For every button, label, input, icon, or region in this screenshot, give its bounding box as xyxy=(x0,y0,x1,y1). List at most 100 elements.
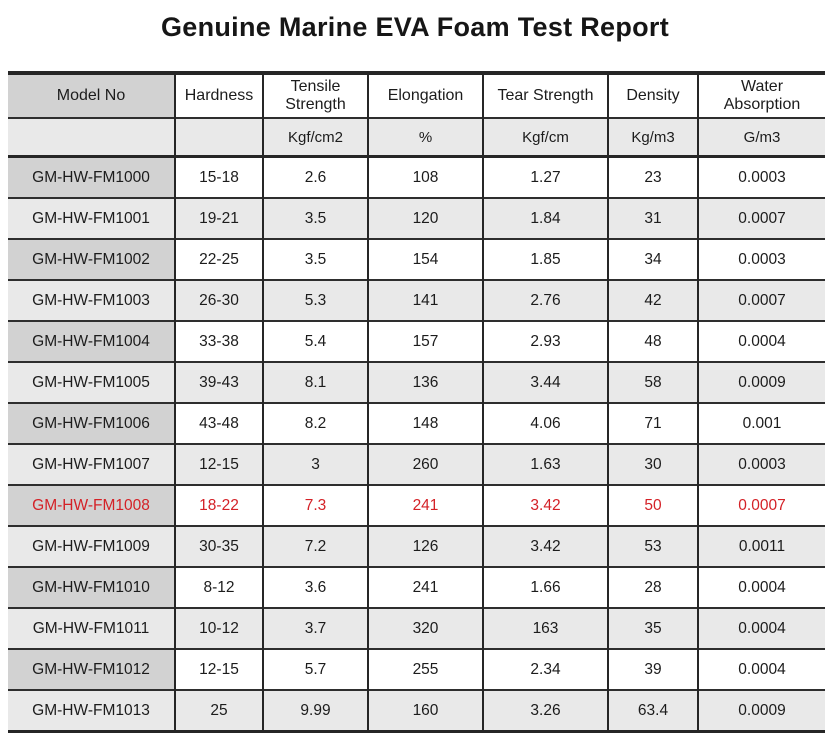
value-cell: 0.0003 xyxy=(697,156,825,199)
value-cell: 0.001 xyxy=(697,403,825,445)
value-cell: 0.0009 xyxy=(697,362,825,404)
table-row: GM-HW-FM1000 15-18 2.6 108 1.27 23 0.0003 xyxy=(8,156,825,199)
value-cell: 39-43 xyxy=(174,362,263,404)
value-cell: 1.85 xyxy=(482,239,608,281)
column-header-elongation: Elongation xyxy=(367,73,483,119)
unit-cell-hardness xyxy=(174,117,263,157)
model-cell: GM-HW-FM1004 xyxy=(8,321,175,363)
value-cell: 8.2 xyxy=(262,403,368,445)
value-cell: 120 xyxy=(367,198,483,240)
header-row: Model No Hardness Tensile Strength Elong… xyxy=(8,73,825,119)
model-cell: GM-HW-FM1008 xyxy=(8,485,175,527)
value-cell: 5.7 xyxy=(262,649,368,691)
value-cell: 7.2 xyxy=(262,526,368,568)
value-cell: 1.66 xyxy=(482,567,608,609)
value-cell: 3 xyxy=(262,444,368,486)
table-row: GM-HW-FM1010 8-12 3.6 241 1.66 28 0.0004 xyxy=(8,567,825,609)
value-cell: 3.5 xyxy=(262,198,368,240)
value-cell: 0.0007 xyxy=(697,280,825,322)
table-row: GM-HW-FM1012 12-15 5.7 255 2.34 39 0.0004 xyxy=(8,649,825,691)
value-cell: 18-22 xyxy=(174,485,263,527)
value-cell: 160 xyxy=(367,690,483,732)
column-header-water-absorption: Water Absorption xyxy=(697,73,825,119)
value-cell: 108 xyxy=(367,156,483,199)
value-cell: 3.5 xyxy=(262,239,368,281)
value-cell: 3.6 xyxy=(262,567,368,609)
value-cell: 3.44 xyxy=(482,362,608,404)
value-cell: 136 xyxy=(367,362,483,404)
value-cell: 12-15 xyxy=(174,444,263,486)
unit-cell-water-absorption: G/m3 xyxy=(697,117,825,157)
table-row: GM-HW-FM1007 12-15 3 260 1.63 30 0.0003 xyxy=(8,444,825,486)
value-cell: 15-18 xyxy=(174,156,263,199)
value-cell: 260 xyxy=(367,444,483,486)
value-cell: 4.06 xyxy=(482,403,608,445)
page-title: Genuine Marine EVA Foam Test Report xyxy=(160,12,670,42)
column-header-hardness: Hardness xyxy=(174,73,263,119)
unit-cell-elongation: % xyxy=(367,117,483,157)
value-cell: 0.0004 xyxy=(697,608,825,650)
table-row: GM-HW-FM1006 43-48 8.2 148 4.06 71 0.001 xyxy=(8,403,825,445)
value-cell: 25 xyxy=(174,690,263,732)
model-cell: GM-HW-FM1007 xyxy=(8,444,175,486)
value-cell: 26-30 xyxy=(174,280,263,322)
model-cell: GM-HW-FM1000 xyxy=(8,156,175,199)
value-cell: 3.42 xyxy=(482,526,608,568)
value-cell: 43-48 xyxy=(174,403,263,445)
value-cell: 35 xyxy=(607,608,698,650)
value-cell: 0.0004 xyxy=(697,649,825,691)
value-cell: 1.27 xyxy=(482,156,608,199)
model-cell: GM-HW-FM1012 xyxy=(8,649,175,691)
value-cell: 1.84 xyxy=(482,198,608,240)
value-cell: 48 xyxy=(607,321,698,363)
value-cell: 5.3 xyxy=(262,280,368,322)
value-cell: 19-21 xyxy=(174,198,263,240)
value-cell: 0.0003 xyxy=(697,239,825,281)
model-cell: GM-HW-FM1005 xyxy=(8,362,175,404)
unit-cell-tear-strength: Kgf/cm xyxy=(482,117,608,157)
value-cell: 255 xyxy=(367,649,483,691)
value-cell: 157 xyxy=(367,321,483,363)
value-cell: 8-12 xyxy=(174,567,263,609)
value-cell: 163 xyxy=(482,608,608,650)
value-cell: 126 xyxy=(367,526,483,568)
model-cell: GM-HW-FM1010 xyxy=(8,567,175,609)
value-cell: 3.7 xyxy=(262,608,368,650)
table-row: GM-HW-FM1011 10-12 3.7 320 163 35 0.0004 xyxy=(8,608,825,650)
value-cell: 154 xyxy=(367,239,483,281)
report-table: Model No Hardness Tensile Strength Elong… xyxy=(8,71,825,734)
value-cell: 23 xyxy=(607,156,698,199)
value-cell: 0.0004 xyxy=(697,321,825,363)
table-row: GM-HW-FM1008 18-22 7.3 241 3.42 50 0.0007 xyxy=(8,485,825,527)
value-cell: 31 xyxy=(607,198,698,240)
value-cell: 2.93 xyxy=(482,321,608,363)
value-cell: 0.0011 xyxy=(697,526,825,568)
model-cell: GM-HW-FM1009 xyxy=(8,526,175,568)
model-cell: GM-HW-FM1006 xyxy=(8,403,175,445)
value-cell: 141 xyxy=(367,280,483,322)
value-cell: 39 xyxy=(607,649,698,691)
value-cell: 30-35 xyxy=(174,526,263,568)
table-row: GM-HW-FM1001 19-21 3.5 120 1.84 31 0.0007 xyxy=(8,198,825,240)
model-cell: GM-HW-FM1011 xyxy=(8,608,175,650)
value-cell: 7.3 xyxy=(262,485,368,527)
unit-cell-model-no xyxy=(8,117,175,157)
column-header-model-no: Model No xyxy=(8,73,175,119)
value-cell: 2.76 xyxy=(482,280,608,322)
value-cell: 0.0007 xyxy=(697,485,825,527)
column-header-tear-strength: Tear Strength xyxy=(482,73,608,119)
value-cell: 2.6 xyxy=(262,156,368,199)
table-row: GM-HW-FM1013 25 9.99 160 3.26 63.4 0.0009 xyxy=(8,690,825,732)
column-header-density: Density xyxy=(607,73,698,119)
table-body: GM-HW-FM1000 15-18 2.6 108 1.27 23 0.0003 GM-HW… xyxy=(8,156,825,732)
value-cell: 10-12 xyxy=(174,608,263,650)
value-cell: 2.34 xyxy=(482,649,608,691)
unit-cell-density: Kg/m3 xyxy=(607,117,698,157)
table-row: GM-HW-FM1005 39-43 8.1 136 3.44 58 0.0009 xyxy=(8,362,825,404)
value-cell: 320 xyxy=(367,608,483,650)
value-cell: 0.0009 xyxy=(697,690,825,732)
table-row: GM-HW-FM1004 33-38 5.4 157 2.93 48 0.0004 xyxy=(8,321,825,363)
model-cell: GM-HW-FM1013 xyxy=(8,690,175,732)
value-cell: 53 xyxy=(607,526,698,568)
value-cell: 58 xyxy=(607,362,698,404)
